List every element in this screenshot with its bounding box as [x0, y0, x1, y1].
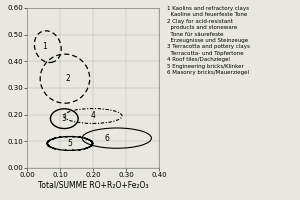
Text: 4: 4	[91, 111, 95, 120]
Text: 3: 3	[62, 114, 67, 123]
Text: 2: 2	[66, 74, 70, 83]
Text: 1: 1	[42, 42, 47, 51]
Text: 6: 6	[104, 134, 109, 143]
X-axis label: Total/SUMME RO+R₂O+Fe₂O₃: Total/SUMME RO+R₂O+Fe₂O₃	[38, 181, 148, 190]
Text: 5: 5	[68, 139, 72, 148]
Text: 1 Kaolins and refractory clays
  Kaoline und feuerfeste Tone
2 Clay for acid-res: 1 Kaolins and refractory clays Kaoline u…	[167, 6, 249, 75]
